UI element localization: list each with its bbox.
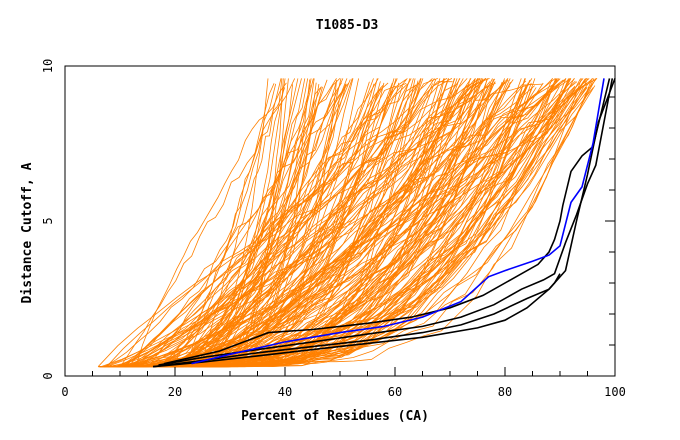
background-model-curve xyxy=(203,82,496,367)
background-model-curve xyxy=(201,78,571,368)
x-tick-label: 60 xyxy=(388,385,402,399)
blue-model-curve xyxy=(191,78,605,365)
black-model-curve xyxy=(158,78,614,366)
background-model-curve xyxy=(186,78,341,367)
y-axis-title: Distance Cutoff, A xyxy=(20,162,35,303)
background-model-curve xyxy=(115,78,487,368)
chart-title: T1085-D3 xyxy=(316,18,379,33)
background-model-curve xyxy=(198,78,526,368)
y-tick-label: 10 xyxy=(41,59,55,73)
axis-ticks xyxy=(64,65,616,377)
background-model-curve xyxy=(180,86,322,368)
background-model-curve xyxy=(120,78,337,368)
x-axis-title: Percent of Residues (CA) xyxy=(241,409,429,424)
background-model-curve xyxy=(106,83,470,367)
background-model-curve xyxy=(136,78,588,368)
y-tick-label: 0 xyxy=(41,372,55,379)
background-model-curve xyxy=(167,83,275,368)
background-model-curve xyxy=(135,82,287,367)
background-model-curve xyxy=(181,80,505,368)
background-model-curve xyxy=(125,79,328,368)
y-tick-label: 5 xyxy=(41,217,55,224)
background-model-curve xyxy=(104,82,350,368)
background-model-curve xyxy=(181,82,544,368)
background-model-curve xyxy=(158,78,536,368)
background-model-curve xyxy=(98,83,408,368)
background-model-curve xyxy=(115,80,337,368)
background-model-curve xyxy=(180,83,407,367)
black-model-curve xyxy=(152,78,616,368)
background-model-curve xyxy=(160,78,353,368)
x-tick-label: 80 xyxy=(498,385,512,399)
x-tick-label: 100 xyxy=(604,385,626,399)
background-model-curve xyxy=(164,86,489,368)
background-model-curve xyxy=(124,78,438,367)
x-tick-label: 40 xyxy=(278,385,292,399)
background-model-curve xyxy=(119,78,296,367)
background-model-curve xyxy=(212,78,567,368)
background-model-curve xyxy=(110,78,590,368)
highlighted-model-curves xyxy=(152,78,616,368)
background-model-curve xyxy=(201,78,374,368)
background-model-curve xyxy=(200,87,286,367)
background-model-curve xyxy=(210,78,348,367)
y-tick-labels: 0 5 10 xyxy=(41,59,55,380)
background-model-curve xyxy=(117,83,543,368)
background-model-curve xyxy=(101,84,417,368)
black-model-curve xyxy=(163,78,611,365)
x-tick-labels: 0 20 40 60 80 100 xyxy=(61,385,625,399)
background-model-curve xyxy=(131,78,282,368)
x-tick-label: 20 xyxy=(168,385,182,399)
background-model-curve xyxy=(103,78,486,368)
black-model-curve xyxy=(152,273,561,368)
x-tick-label: 0 xyxy=(61,385,68,399)
background-model-curve xyxy=(122,81,494,368)
background-model-curves xyxy=(97,78,598,368)
